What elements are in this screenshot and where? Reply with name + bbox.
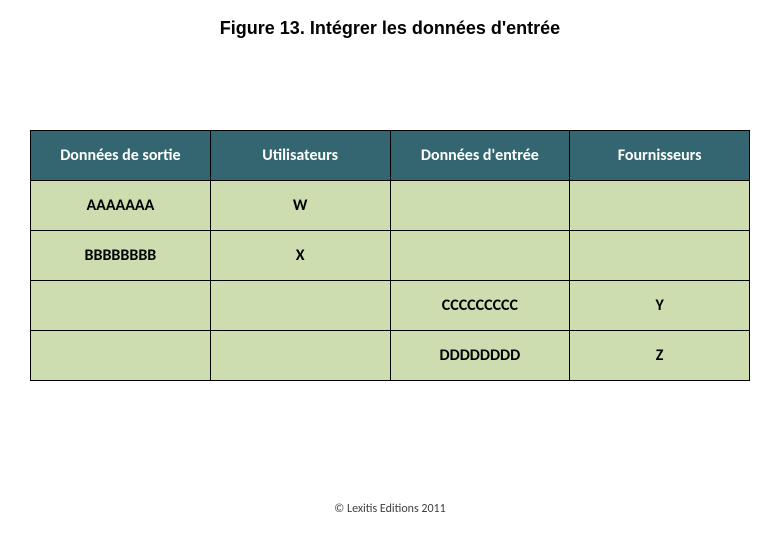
cell-entree: DDDDDDDD bbox=[390, 331, 570, 381]
cell-fournisseurs bbox=[570, 181, 750, 231]
cell-utilisateurs: W bbox=[210, 181, 390, 231]
cell-entree: CCCCCCCCC bbox=[390, 281, 570, 331]
cell-fournisseurs: Y bbox=[570, 281, 750, 331]
table-row: DDDDDDDD Z bbox=[31, 331, 750, 381]
cell-sortie bbox=[31, 281, 211, 331]
table-row: AAAAAAA W bbox=[31, 181, 750, 231]
data-table: Données de sortie Utilisateurs Données d… bbox=[30, 130, 750, 381]
copyright-text: © Lexitis Editions 2011 bbox=[0, 502, 780, 516]
col-header-sortie: Données de sortie bbox=[31, 131, 211, 181]
cell-sortie: AAAAAAA bbox=[31, 181, 211, 231]
cell-entree bbox=[390, 231, 570, 281]
col-header-entree: Données d'entrée bbox=[390, 131, 570, 181]
table-header-row: Données de sortie Utilisateurs Données d… bbox=[31, 131, 750, 181]
cell-fournisseurs: Z bbox=[570, 331, 750, 381]
col-header-fournisseurs: Fournisseurs bbox=[570, 131, 750, 181]
table-row: CCCCCCCCC Y bbox=[31, 281, 750, 331]
cell-utilisateurs bbox=[210, 281, 390, 331]
cell-utilisateurs: X bbox=[210, 231, 390, 281]
figure-title: Figure 13. Intégrer les données d'entrée bbox=[0, 0, 780, 39]
cell-entree bbox=[390, 181, 570, 231]
cell-fournisseurs bbox=[570, 231, 750, 281]
cell-utilisateurs bbox=[210, 331, 390, 381]
table-row: BBBBBBBB X bbox=[31, 231, 750, 281]
cell-sortie: BBBBBBBB bbox=[31, 231, 211, 281]
col-header-utilisateurs: Utilisateurs bbox=[210, 131, 390, 181]
cell-sortie bbox=[31, 331, 211, 381]
